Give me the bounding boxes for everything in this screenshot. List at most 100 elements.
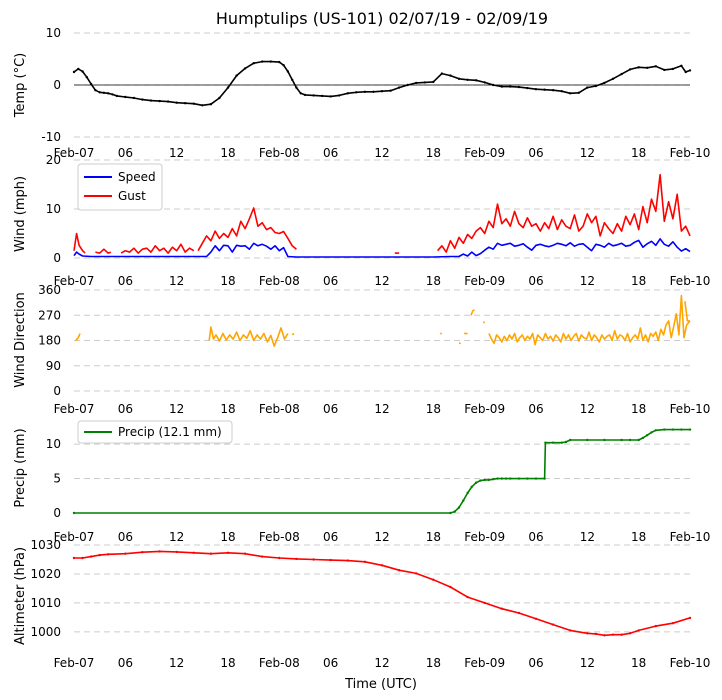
point-precip <box>504 477 508 480</box>
point-altimeter <box>192 551 195 554</box>
xtick-wind: 18 <box>220 274 235 288</box>
series-direction-direction-line <box>684 301 690 322</box>
legend-speed-label: Speed <box>118 170 156 184</box>
precip-legend: Precip (12.1 mm) <box>77 420 233 444</box>
series-direction-direction-line <box>208 326 289 347</box>
xtick-direction: Feb-08 <box>259 402 300 416</box>
point-temp <box>184 102 187 105</box>
point-altimeter <box>98 553 101 557</box>
ytick-direction: 270 <box>38 308 61 322</box>
xtick-temp: 18 <box>426 146 441 160</box>
point-altimeter <box>594 632 598 636</box>
xtick-temp: 12 <box>580 146 595 160</box>
point-temp <box>509 85 512 88</box>
point-precip <box>72 511 76 515</box>
point-temp <box>380 90 384 93</box>
point-altimeter <box>380 564 384 567</box>
point-temp <box>654 65 657 68</box>
point-temp <box>684 70 687 74</box>
point-temp <box>303 93 307 97</box>
ytick-wind: 20 <box>46 153 61 167</box>
point-altimeter <box>81 556 84 560</box>
point-temp <box>269 60 272 63</box>
point-precip <box>688 428 692 431</box>
point-temp <box>474 79 478 82</box>
point-precip <box>509 477 512 480</box>
xtick-altimeter: 12 <box>374 656 389 670</box>
wind-legend: Speed Gust <box>77 163 163 211</box>
ytick-direction: 90 <box>46 359 61 373</box>
point-temp <box>534 88 538 91</box>
series-altimeter-altimeter-line <box>74 550 691 637</box>
panels: -10 0 10 Temp (°C) Feb-07 06 12 18 Feb-08 06 12 18 F… <box>13 26 710 670</box>
point-precip <box>466 491 469 495</box>
point-temp <box>560 90 563 93</box>
xtick-altimeter: 18 <box>220 656 235 670</box>
point-temp <box>282 63 285 67</box>
point-altimeter <box>466 595 469 599</box>
point-temp <box>397 86 401 89</box>
point-temp <box>406 83 409 87</box>
point-temp <box>175 101 178 104</box>
xtick-temp: Feb-07 <box>54 146 95 160</box>
ytick-temp: 10 <box>46 26 61 40</box>
xtick-altimeter: Feb-07 <box>54 656 95 670</box>
point-temp <box>89 82 93 86</box>
point-altimeter <box>89 555 93 558</box>
point-precip <box>453 510 456 513</box>
point-temp <box>355 91 358 94</box>
point-temp <box>628 68 632 71</box>
series-direction-direction-line <box>75 333 81 342</box>
xtick-direction: 12 <box>580 402 595 416</box>
xtick-wind: 06 <box>118 274 133 288</box>
point-temp <box>483 81 486 84</box>
xtick-direction: 06 <box>118 402 133 416</box>
point-precip <box>560 441 563 444</box>
ytick-temp: 0 <box>53 78 61 92</box>
point-precip <box>500 477 503 480</box>
point-altimeter <box>158 550 161 553</box>
point-altimeter <box>226 551 230 554</box>
point-temp <box>299 92 302 95</box>
xtick-direction: 18 <box>220 402 235 416</box>
point-precip <box>449 511 452 515</box>
point-altimeter <box>534 617 538 620</box>
point-precip <box>496 477 499 480</box>
ytick-altimeter: 1020 <box>30 567 61 581</box>
point-precip <box>637 438 640 442</box>
series-direction-direction-line <box>291 332 295 336</box>
xtick-precip: 18 <box>220 530 235 544</box>
point-temp <box>577 91 580 95</box>
point-temp <box>295 86 298 89</box>
xtick-precip: 06 <box>118 530 133 544</box>
point-precip <box>470 485 473 488</box>
point-altimeter <box>569 629 572 632</box>
point-precip <box>483 478 486 482</box>
point-altimeter <box>500 607 503 610</box>
point-temp <box>278 60 281 64</box>
point-temp <box>611 77 615 81</box>
point-temp <box>85 76 89 79</box>
point-temp <box>338 94 341 97</box>
point-precip <box>487 478 491 482</box>
panel-wind: 0 10 20 Wind (mph) Feb-07 06 12 18 Feb-08 06 12 18 F… <box>13 153 710 288</box>
point-temp <box>252 62 255 65</box>
xtick-wind: 18 <box>631 274 646 288</box>
xtick-wind: Feb-09 <box>464 274 505 288</box>
xtick-altimeter: 18 <box>426 656 441 670</box>
ytick-altimeter: 1000 <box>30 625 61 639</box>
point-altimeter <box>243 552 247 555</box>
point-temp <box>586 86 589 89</box>
xtick-wind: Feb-10 <box>670 274 711 288</box>
point-temp <box>218 96 221 100</box>
xtick-temp: Feb-08 <box>259 146 300 160</box>
ylabel-temp: Temp (°C) <box>13 53 28 119</box>
xtick-altimeter: 18 <box>631 656 646 670</box>
xtick-precip: 12 <box>169 530 184 544</box>
series-wind-gust-line <box>73 232 86 254</box>
series-wind-speed-line <box>73 238 691 258</box>
point-precip <box>641 436 645 440</box>
point-temp <box>688 69 692 72</box>
point-temp <box>389 89 392 92</box>
xtick-precip: 06 <box>528 530 543 544</box>
